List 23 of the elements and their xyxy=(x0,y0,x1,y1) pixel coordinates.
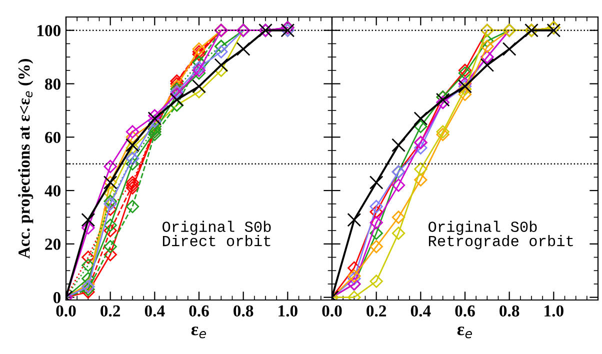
x-tick-label: 0.8 xyxy=(234,305,254,317)
x-tick-label: 0.2 xyxy=(100,305,120,317)
x-tick-label: 0.4 xyxy=(144,305,165,317)
annotation: Original S0b Direct orbit xyxy=(162,220,271,246)
y-tick-label: 100 xyxy=(37,25,61,36)
x-tick-label: 0.4 xyxy=(410,305,431,317)
x-tick-label: 0.2 xyxy=(366,305,386,317)
x-tick-label: 0.0 xyxy=(322,305,342,317)
x-tick-label: 1.0 xyxy=(544,305,564,317)
x-axis-title: ε$_{e}$ xyxy=(191,326,206,338)
x-axis-title: ε$_{e}$ xyxy=(457,326,472,338)
x-tick-label: 0.6 xyxy=(455,305,475,317)
y-tick-label: 40 xyxy=(44,185,61,196)
x-tick-label: 1.0 xyxy=(278,305,298,317)
y-tick-label: 60 xyxy=(45,132,61,144)
y-tick-label: 20 xyxy=(45,238,61,250)
x-tick-label: 0.0 xyxy=(56,305,76,317)
y-tick-label: 80 xyxy=(45,78,61,90)
y-axis-title: Acc. projections at ε<ε$_{e}$ (%) xyxy=(18,59,34,259)
x-tick-label: 0.8 xyxy=(500,305,520,317)
annotation: Original S0b Retrograde orbit xyxy=(428,220,573,250)
y-tick-label: 0 xyxy=(53,292,61,304)
x-tick-label: 0.6 xyxy=(189,305,209,317)
